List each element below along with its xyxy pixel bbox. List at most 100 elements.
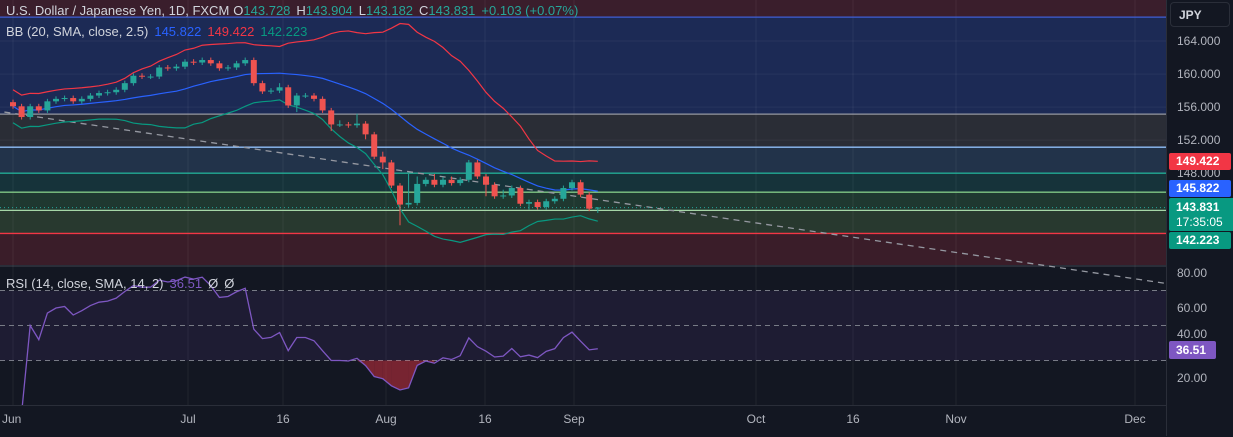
time-tick: Jul [180, 412, 195, 426]
candle-body [199, 60, 205, 62]
candle-body [259, 83, 265, 91]
candle-body [113, 90, 119, 92]
price-tick: 160.000 [1177, 67, 1220, 81]
candle-body [294, 96, 300, 106]
close-value: 143.831 [428, 3, 475, 18]
time-tick: Nov [945, 412, 966, 426]
candle-body [251, 60, 257, 83]
bb-lower-value: 142.223 [260, 24, 307, 39]
price-tick: 156.000 [1177, 100, 1220, 114]
rsi-tick: 80.00 [1177, 266, 1207, 280]
candle-body [44, 101, 50, 110]
candle-body [586, 195, 592, 209]
rsi-oversold-fill [391, 361, 400, 390]
candle-body [337, 124, 343, 125]
bb-upper-tag: 149.422 [1169, 153, 1231, 170]
candle-body [449, 180, 455, 183]
bb-lower-tag: 142.223 [1169, 232, 1231, 249]
price-zone [0, 147, 1166, 173]
candle-body [156, 67, 162, 76]
candle-body [595, 208, 601, 209]
price-tick: 152.000 [1177, 133, 1220, 147]
candle-body [457, 180, 463, 183]
candle-body [560, 188, 566, 199]
last-price-tag: 143.831 17:35:05 [1169, 198, 1233, 231]
candle-body [285, 87, 291, 105]
rsi-oversold-fill [374, 361, 383, 379]
candle-body [234, 63, 240, 67]
candle-body [70, 98, 76, 101]
candle-body [139, 76, 145, 77]
candle-body [483, 176, 489, 184]
low-value: 143.182 [366, 3, 413, 18]
rsi-tick: 40.00 [1177, 327, 1207, 341]
candle-body [363, 124, 369, 135]
candle-body [423, 180, 429, 184]
candle-body [509, 188, 515, 195]
candle-body [569, 182, 575, 188]
bb-basis-value: 145.822 [154, 24, 201, 39]
price-chart[interactable] [0, 0, 1166, 405]
candle-body [242, 60, 248, 63]
price-zone [0, 192, 1166, 210]
symbol-title[interactable]: U.S. Dollar / Japanese Yen, 1D, FXCM [6, 3, 229, 18]
candle-body [268, 91, 274, 92]
candle-body [397, 186, 403, 205]
candle-body [466, 162, 472, 179]
candle-body [191, 62, 197, 63]
candle-body [36, 106, 42, 110]
candle-body [311, 96, 317, 99]
rsi-tag: 36.51 [1169, 341, 1216, 359]
candle-body [388, 162, 394, 185]
candle-body [328, 110, 334, 124]
currency-button[interactable]: JPY [1170, 2, 1230, 27]
candle-body [354, 124, 360, 126]
candle-body [543, 201, 549, 207]
candle-body [371, 134, 377, 156]
candle-body [277, 87, 283, 90]
candle-body [173, 67, 179, 69]
time-tick: Sep [563, 412, 584, 426]
high-value: 143.904 [306, 3, 353, 18]
candle-body [225, 67, 231, 68]
candle-body [105, 92, 111, 93]
candle-body [320, 99, 326, 111]
candle-body [431, 180, 437, 185]
time-tick: Aug [375, 412, 396, 426]
rsi-oversold-fill [400, 361, 409, 390]
change-value: +0.103 (+0.07%) [481, 3, 578, 18]
candle-body [27, 106, 33, 117]
price-axis[interactable]: JPY 164.000 160.000 156.000 152.000 148.… [1166, 0, 1233, 436]
candle-body [535, 202, 541, 207]
candle-body [208, 60, 214, 63]
candle-body [578, 182, 584, 194]
rsi-tick: 20.00 [1177, 371, 1207, 385]
candle-body [62, 98, 68, 99]
candle-body [122, 83, 128, 90]
price-zone [0, 233, 1166, 266]
rsi-value: 36.51 [170, 276, 203, 291]
bb-basis-tag: 145.822 [1169, 180, 1231, 197]
candle-body [492, 185, 498, 197]
candle-body [345, 124, 351, 125]
candle-body [10, 102, 16, 106]
candle-body [79, 99, 85, 101]
time-axis[interactable]: Jun Jul 16 Aug 16 Sep Oct 16 Nov Dec [0, 405, 1166, 437]
candle-body [53, 99, 59, 101]
candle-body [414, 184, 420, 203]
candle-body [87, 96, 93, 99]
bar-countdown: 17:35:05 [1176, 215, 1233, 230]
candle-body [517, 188, 523, 204]
price-tick: 164.000 [1177, 34, 1220, 48]
candle-body [19, 106, 25, 117]
candle-body [302, 96, 308, 97]
time-tick: Oct [747, 412, 766, 426]
candle-body [552, 199, 558, 201]
price-zone [0, 114, 1166, 147]
candle-body [216, 63, 222, 68]
candle-body [406, 203, 412, 205]
candle-body [130, 76, 136, 83]
